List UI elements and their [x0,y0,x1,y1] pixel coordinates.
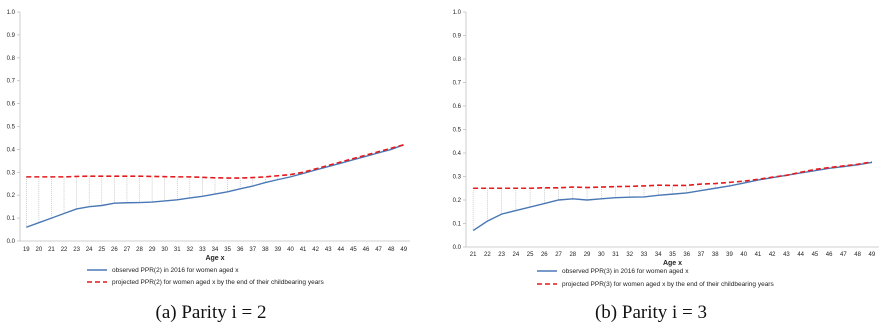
panel-a-x-tick-label: 22 [61,247,68,253]
panel-b-x-tick-label: 33 [641,252,648,258]
panel-b-x-tick-label: 48 [854,252,861,258]
panel-b-x-tick-label: 23 [498,252,505,258]
panel-b-x-tick-label: 45 [812,252,819,258]
panel-a-projected-line [26,144,404,179]
panel-a-legend-label: observed PPR(2) in 2016 for women aged x [112,267,239,274]
panel-b-caption: (b) Parity i = 3 [595,302,707,323]
panel-a-x-tick-label: 28 [136,247,143,253]
panel-b-projected-line [473,161,873,190]
panel-a-y-tick-label: 1.0 [7,10,16,16]
panel-b-x-tick-label: 31 [612,252,619,258]
panel-b-y-tick-label: 0.2 [453,198,462,204]
panel-a-x-tick-label: 23 [73,247,80,253]
panel-a-y-tick-label: 0.0 [7,239,16,245]
panel-a-y-tick-label: 0.3 [7,170,16,176]
panel-b-observed-line [472,161,872,232]
panel-a-x-tick-label: 25 [98,247,105,253]
panel-a-x-tick-label: 45 [350,247,357,253]
panel-a-x-tick-label: 44 [337,247,344,253]
panel-a: 0.0 0.1 0.2 0.3 0.4 0.5 0.6 0.7 0.8 0.9 1.0 19 20 21 2… [7,10,410,323]
panel-b: 0.0 0.1 0.2 0.3 0.4 0.5 0.6 0.7 0.8 0.9 1.0 21 22 23 2… [453,10,879,323]
panel-b-y-tick-label: 0.1 [453,222,462,228]
panel-b-y-tick-label: 0.6 [453,104,462,110]
panel-b-x-tick-label: 35 [669,252,676,258]
panel-b-x-tick-label: 39 [726,252,733,258]
panel-a-x-tick-label: 46 [363,247,370,253]
panel-b-x-axis-title: Age x [663,260,682,267]
panel-b-x-tick-label: 44 [797,252,804,258]
panel-b-x-tick-label: 30 [598,252,605,258]
panel-a-observed-line [26,144,404,228]
panel-a-y-tick-label: 0.1 [7,216,16,222]
panel-a-legend-label: projected PPR(2) for women aged x by the… [112,279,324,286]
panel-a-x-tick-label: 40 [287,247,294,253]
panel-a-y-tick-label: 0.2 [7,193,16,199]
panel-b-y-tick-label: 0.7 [453,81,462,87]
panel-a-x-tick-label: 19 [23,247,30,253]
panel-b-x-tick-label: 22 [484,252,491,258]
panel-a-y-tick-label: 0.6 [7,102,16,108]
panel-b-plot: 0.0 0.1 0.2 0.3 0.4 0.5 0.6 0.7 0.8 0.9 1.0 21 22 23 2… [453,10,879,288]
panel-b-x-tick-label: 43 [783,252,790,258]
panel-a-x-tick-label: 33 [199,247,206,253]
panel-b-x-tick-label: 27 [555,252,562,258]
panel-b-legend-label: observed PPR(3) in 2016 for women aged x [562,268,689,275]
panel-a-x-tick-label: 47 [375,247,382,253]
panel-b-y-tick-label: 0.4 [453,151,462,157]
panel-b-x-tick-label: 47 [840,252,847,258]
panel-a-x-tick-label: 37 [249,247,256,253]
panel-b-y-tick-label: 0.0 [453,245,462,251]
panel-a-caption: (a) Parity i = 2 [156,302,267,323]
panel-b-x-tick-label: 32 [626,252,633,258]
panel-a-x-tick-label: 30 [161,247,168,253]
panel-a-x-tick-label: 26 [111,247,118,253]
panel-a-y-tick-label: 0.8 [7,56,16,62]
panel-a-plot: 0.0 0.1 0.2 0.3 0.4 0.5 0.6 0.7 0.8 0.9 1.0 19 20 21 2… [7,10,410,286]
panel-a-x-tick-label: 34 [212,247,219,253]
panel-b-y-tick-label: 0.8 [453,57,462,63]
panel-b-x-tick-label: 38 [712,252,719,258]
panel-a-x-tick-label: 27 [124,247,131,253]
panel-b-y-tick-label: 1.0 [453,10,462,16]
panel-b-x-tick-label: 40 [740,252,747,258]
panel-b-x-tick-label: 37 [698,252,705,258]
panel-a-y-tick-label: 0.4 [7,147,16,153]
panel-b-x-tick-label: 49 [869,252,876,258]
panel-b-legend-label: projected PPR(3) for women aged x by the… [562,281,774,288]
panel-a-x-tick-label: 21 [48,247,55,253]
panel-a-x-tick-label: 32 [186,247,193,253]
panel-b-y-tick-label: 0.3 [453,175,462,181]
panel-b-x-tick-label: 21 [470,252,477,258]
panel-a-x-tick-label: 39 [275,247,282,253]
panel-a-x-tick-label: 29 [149,247,156,253]
panel-b-x-tick-label: 25 [527,252,534,258]
panel-a-x-tick-label: 42 [312,247,319,253]
panel-a-x-tick-label: 31 [174,247,181,253]
panel-b-x-tick-label: 29 [584,252,591,258]
panel-b-x-tick-label: 46 [826,252,833,258]
panel-a-x-tick-label: 24 [86,247,93,253]
panel-a-y-tick-label: 0.7 [7,79,16,85]
panel-a-x-tick-label: 35 [224,247,231,253]
panel-b-x-tick-label: 36 [683,252,690,258]
panel-b-y-tick-label: 0.5 [453,128,462,134]
panel-a-x-tick-label: 38 [262,247,269,253]
panel-a-y-tick-label: 0.5 [7,125,16,131]
panel-b-y-tick-label: 0.9 [453,34,462,40]
panel-a-x-tick-label: 43 [325,247,332,253]
panel-b-x-tick-label: 26 [541,252,548,258]
panel-b-x-tick-label: 42 [769,252,776,258]
panel-b-x-tick-label: 24 [513,252,520,258]
panel-a-y-tick-label: 0.9 [7,33,16,39]
panel-a-x-tick-label: 41 [300,247,307,253]
panel-b-x-tick-label: 34 [655,252,662,258]
panel-a-x-axis-title: Age x [205,255,224,262]
panel-a-x-tick-label: 20 [36,247,43,253]
panel-a-x-tick-label: 49 [400,247,407,253]
panel-a-x-tick-label: 36 [237,247,244,253]
panel-a-x-tick-label: 48 [388,247,395,253]
panel-b-x-tick-label: 28 [569,252,576,258]
panel-b-x-tick-label: 41 [755,252,762,258]
